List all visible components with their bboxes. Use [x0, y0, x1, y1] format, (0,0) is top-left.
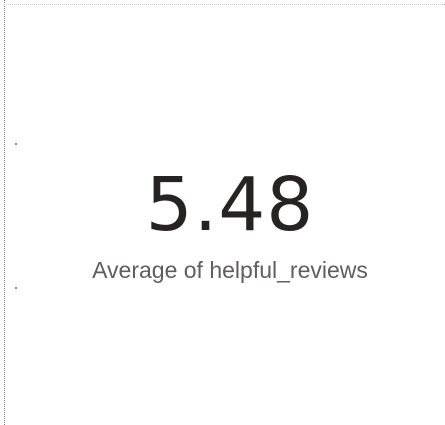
resize-handle-top[interactable]: [15, 143, 17, 145]
card-value: 5.48: [145, 162, 315, 248]
card-category-label: Average of helpful_reviews: [92, 257, 368, 283]
visual-border-top: [4, 4, 445, 5]
resize-handle-bottom[interactable]: [15, 287, 17, 289]
visual-border-left: [4, 0, 5, 425]
